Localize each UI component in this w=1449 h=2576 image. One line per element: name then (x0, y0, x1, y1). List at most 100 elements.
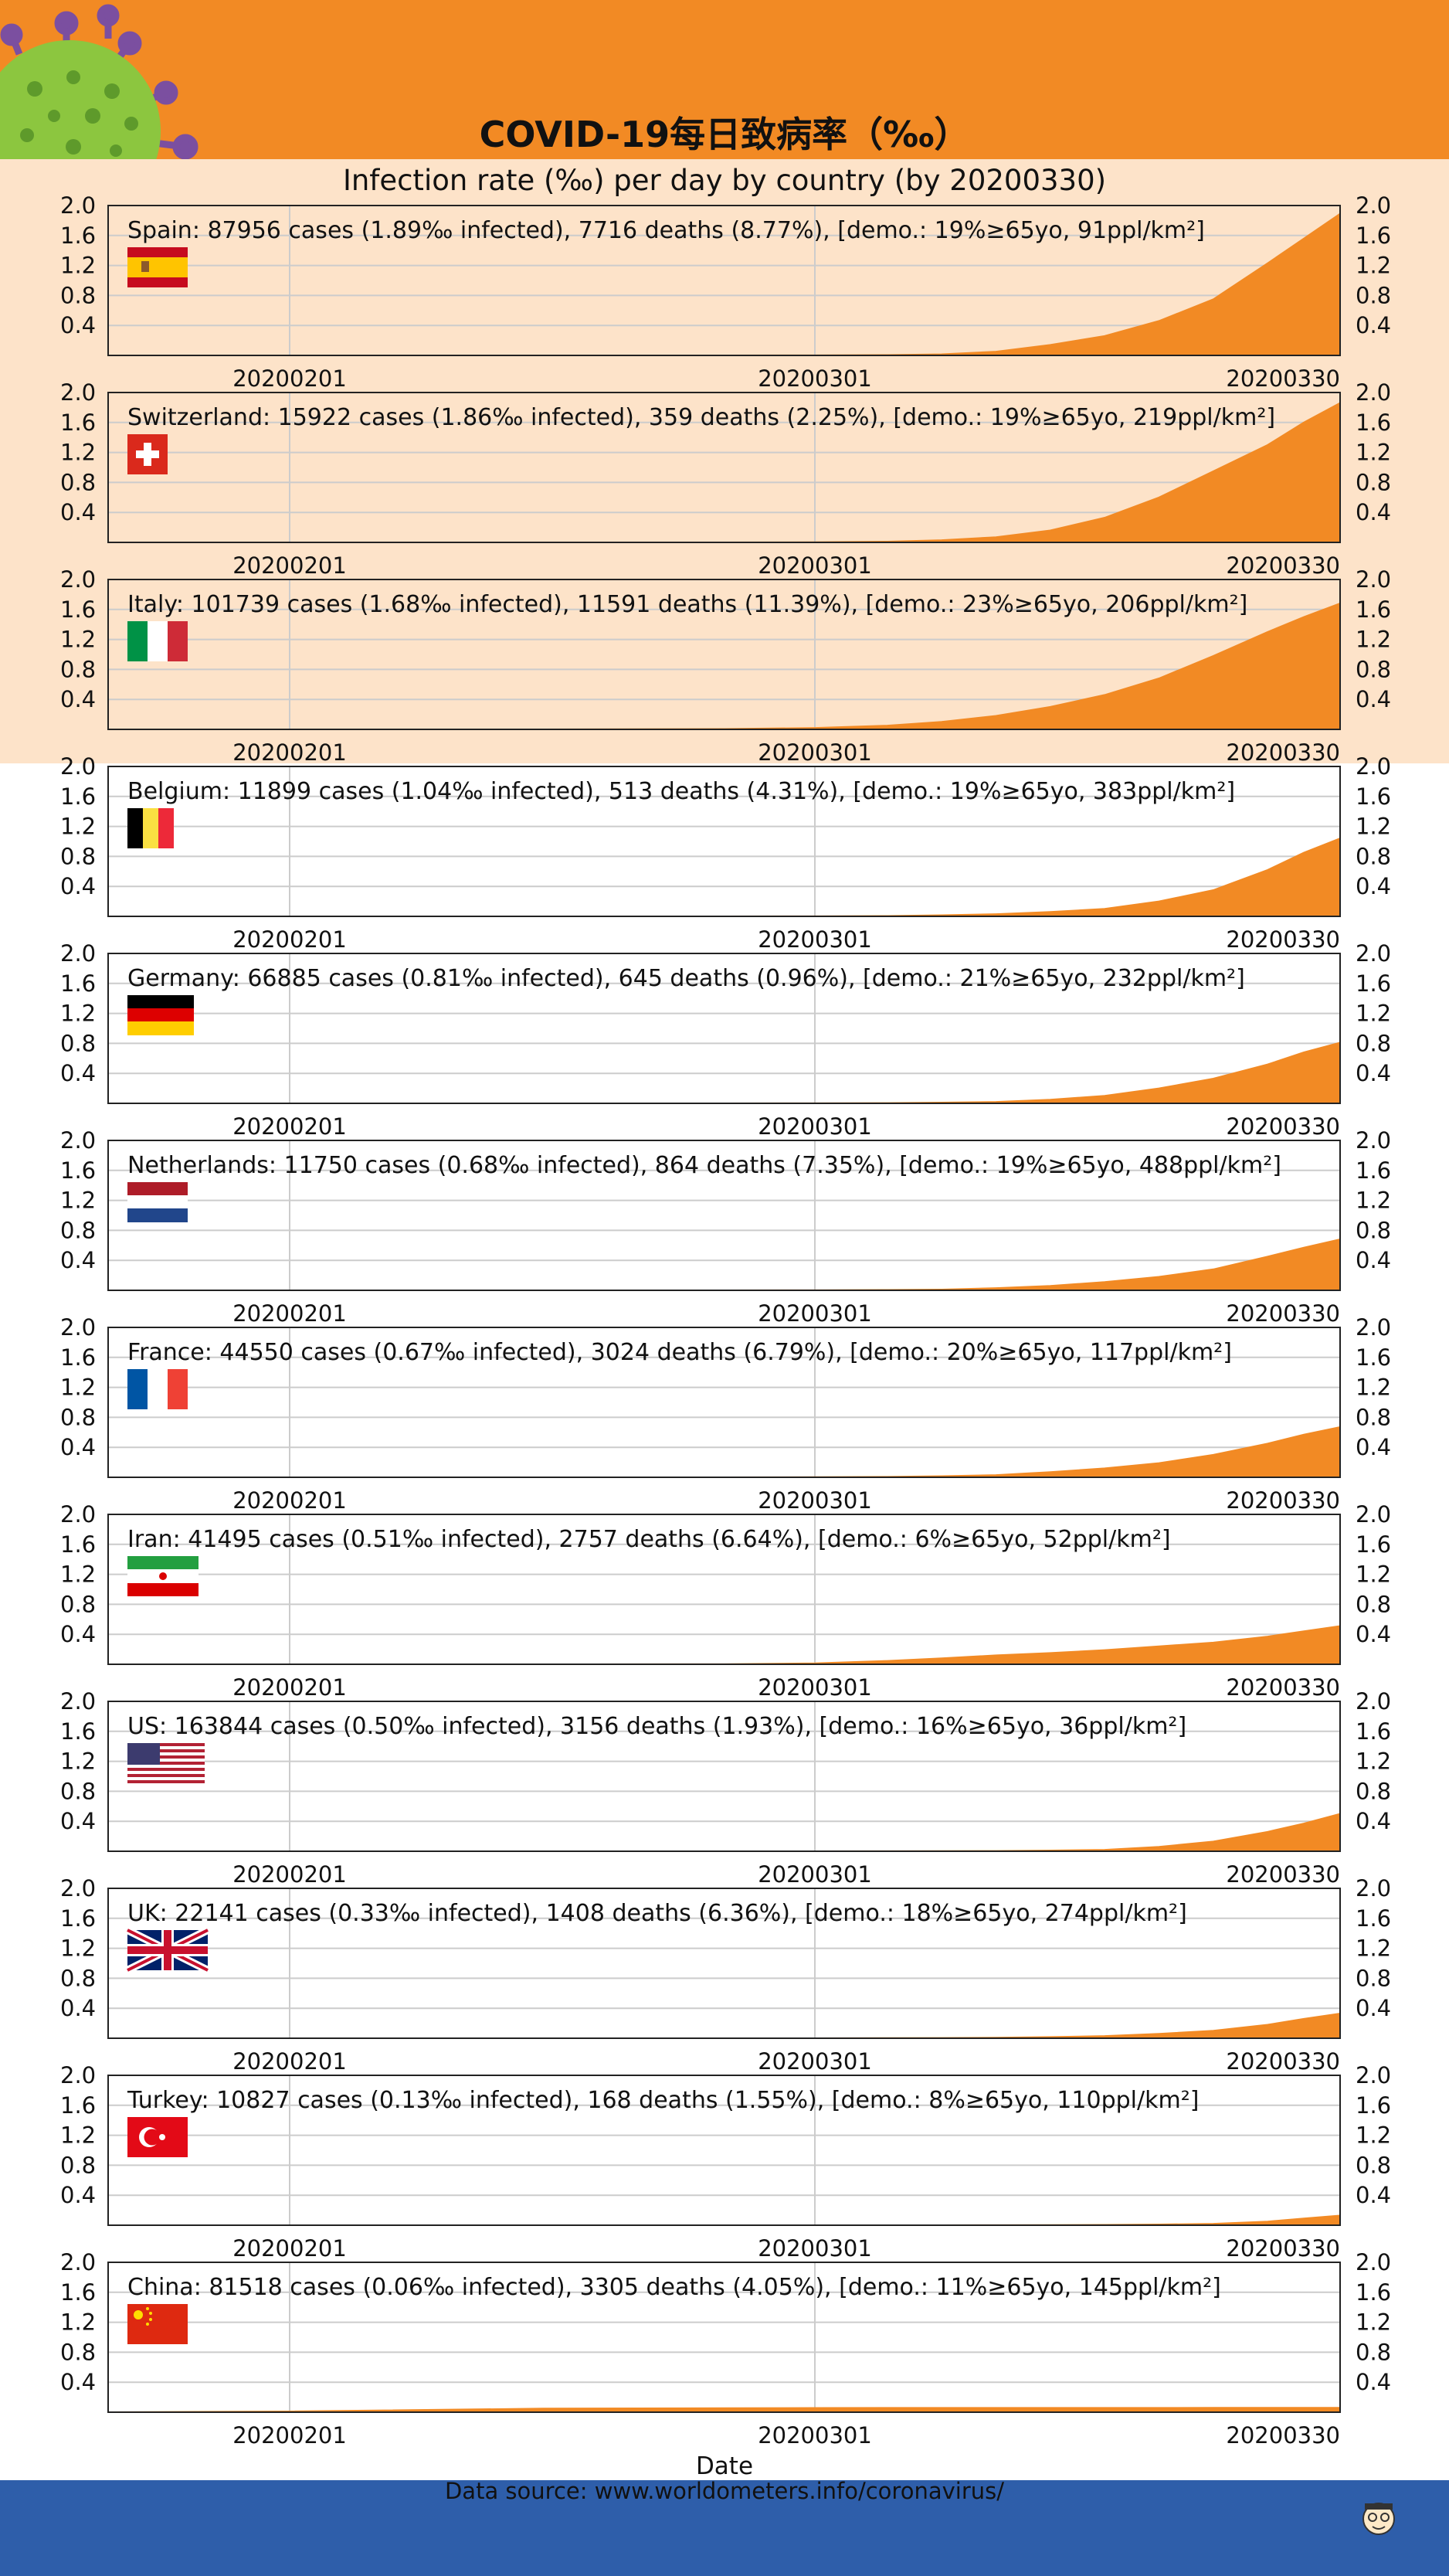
x-tick-label: 20200301 (758, 1861, 872, 1888)
country-label: Spain: 87956 cases (1.89‰ infected), 771… (127, 217, 1205, 244)
country-panel: 2.0 2.0 1.6 1.6 1.2 1.2 0.8 0.8 0.4 0.4 20200201 20… (60, 2249, 1391, 2449)
y-tick-label-right: 1.2 (1356, 2122, 1391, 2149)
country-label: France: 44550 cases (0.67‰ infected), 30… (127, 1339, 1232, 1366)
y-tick-label-left: 2.0 (60, 566, 96, 593)
x-tick-label: 20200330 (1226, 1674, 1340, 1701)
x-tick-label: 20200201 (232, 1487, 347, 1514)
y-tick-label-left: 0.8 (60, 1030, 96, 1056)
y-tick-label-right: 1.2 (1356, 814, 1391, 840)
country-panel: 2.0 2.0 1.6 1.6 1.2 1.2 0.8 0.8 0.4 0.4 20200201 20… (60, 566, 1391, 766)
country-label: UK: 22141 cases (0.33‰ infected), 1408 d… (127, 1900, 1187, 1927)
y-tick-label-right: 2.0 (1356, 566, 1391, 593)
y-tick-label-right: 0.8 (1356, 1030, 1391, 1056)
x-tick-label: 20200301 (758, 365, 872, 392)
y-tick-label-left: 0.4 (60, 1247, 96, 1273)
y-tick-label-left: 1.2 (60, 1188, 96, 1214)
y-tick-label-right: 0.4 (1356, 1434, 1391, 1460)
y-tick-label-left: 1.2 (60, 814, 96, 840)
y-tick-label-right: 1.6 (1356, 1344, 1391, 1371)
y-tick-label-left: 0.4 (60, 1060, 96, 1086)
x-tick-label: 20200330 (1226, 1300, 1340, 1327)
x-tick-label: 20200301 (758, 739, 872, 766)
x-tick-label: 20200301 (758, 926, 872, 953)
y-tick-label-right: 0.8 (1356, 656, 1391, 682)
x-tick-label: 20200201 (232, 2422, 347, 2449)
y-tick-label-left: 0.4 (60, 1434, 96, 1460)
y-tick-label-right: 2.0 (1356, 1501, 1391, 1528)
y-tick-label-right: 1.2 (1356, 1748, 1391, 1775)
area-series (108, 1813, 1341, 1852)
x-tick-label: 20200301 (758, 2422, 872, 2449)
y-tick-label-right: 1.2 (1356, 1562, 1391, 1588)
y-tick-label-right: 1.2 (1356, 1188, 1391, 1214)
y-tick-label-left: 0.8 (60, 1404, 96, 1430)
y-tick-label-right: 2.0 (1356, 2249, 1391, 2275)
y-tick-label-left: 2.0 (60, 1314, 96, 1341)
y-tick-label-left: 0.4 (60, 2182, 96, 2208)
panel-frame (107, 392, 1341, 543)
panel-frame (107, 2075, 1341, 2226)
netherlands-flag-icon (127, 1182, 188, 1222)
x-tick-label: 20200201 (232, 1300, 347, 1327)
y-tick-label-left: 0.4 (60, 312, 96, 338)
country-label: Netherlands: 11750 cases (0.68‰ infected… (127, 1152, 1281, 1179)
y-tick-label-right: 1.6 (1356, 596, 1391, 623)
x-tick-label: 20200201 (232, 2048, 347, 2075)
y-tick-label-left: 0.4 (60, 686, 96, 712)
area-series (108, 1426, 1341, 1478)
y-tick-label-left: 1.6 (60, 1718, 96, 1745)
y-tick-label-right: 2.0 (1356, 1127, 1391, 1154)
y-tick-label-left: 1.6 (60, 596, 96, 623)
area-series (108, 1238, 1341, 1291)
y-tick-label-right: 1.2 (1356, 1001, 1391, 1027)
y-tick-label-right: 1.6 (1356, 783, 1391, 810)
y-tick-label-right: 1.2 (1356, 253, 1391, 279)
y-tick-label-right: 0.4 (1356, 873, 1391, 899)
country-panel: 2.0 2.0 1.6 1.6 1.2 1.2 0.8 0.8 0.4 0.4 20200201 20… (60, 1875, 1391, 2075)
panel-frame (107, 579, 1341, 730)
y-tick-label-right: 0.4 (1356, 312, 1391, 338)
y-tick-label-left: 1.6 (60, 1157, 96, 1184)
y-tick-label-left: 1.2 (60, 2309, 96, 2336)
y-tick-label-left: 0.8 (60, 282, 96, 308)
data-source-text: Data source: www.worldometers.info/coron… (444, 2478, 1005, 2504)
x-tick-label: 20200301 (758, 1300, 872, 1327)
area-series (108, 1625, 1341, 1665)
y-tick-label-right: 0.4 (1356, 686, 1391, 712)
country-panel: 2.0 2.0 1.6 1.6 1.2 1.2 0.8 0.8 0.4 0.4 20200201 20… (60, 2062, 1391, 2262)
y-tick-label-left: 0.8 (60, 1591, 96, 1617)
y-tick-label-right: 0.8 (1356, 2339, 1391, 2365)
y-tick-label-right: 0.8 (1356, 2152, 1391, 2178)
y-tick-label-right: 2.0 (1356, 940, 1391, 967)
y-tick-label-left: 1.2 (60, 1935, 96, 1962)
y-tick-label-left: 1.2 (60, 1001, 96, 1027)
area-series (108, 2012, 1341, 2039)
switzerland-flag-icon (127, 434, 168, 474)
y-tick-label-left: 2.0 (60, 940, 96, 967)
y-tick-label-left: 1.2 (60, 440, 96, 466)
country-label: Belgium: 11899 cases (1.04‰ infected), 5… (127, 778, 1235, 805)
y-tick-label-left: 1.6 (60, 410, 96, 436)
panel-frame (107, 1327, 1341, 1478)
y-tick-label-left: 0.8 (60, 2339, 96, 2365)
x-tick-label: 20200201 (232, 2235, 347, 2262)
y-tick-label-left: 2.0 (60, 379, 96, 406)
panel-frame (107, 1888, 1341, 2039)
x-tick-label: 20200330 (1226, 2235, 1340, 2262)
y-tick-label-right: 1.6 (1356, 2279, 1391, 2306)
country-label: Germany: 66885 cases (0.81‰ infected), 6… (127, 965, 1245, 992)
x-tick-label: 20200301 (758, 552, 872, 579)
panel-frame (107, 1701, 1341, 1852)
y-tick-label-left: 0.8 (60, 843, 96, 869)
us-flag-icon (127, 1743, 205, 1783)
y-tick-label-left: 0.8 (60, 469, 96, 495)
y-tick-label-right: 1.6 (1356, 2092, 1391, 2119)
y-tick-label-right: 0.4 (1356, 499, 1391, 525)
y-tick-label-left: 0.4 (60, 1621, 96, 1647)
x-tick-label: 20200301 (758, 2235, 872, 2262)
y-tick-label-right: 1.6 (1356, 1157, 1391, 1184)
y-tick-label-right: 0.4 (1356, 2182, 1391, 2208)
y-tick-label-left: 2.0 (60, 2062, 96, 2088)
area-series (108, 837, 1341, 917)
x-tick-label: 20200301 (758, 2048, 872, 2075)
